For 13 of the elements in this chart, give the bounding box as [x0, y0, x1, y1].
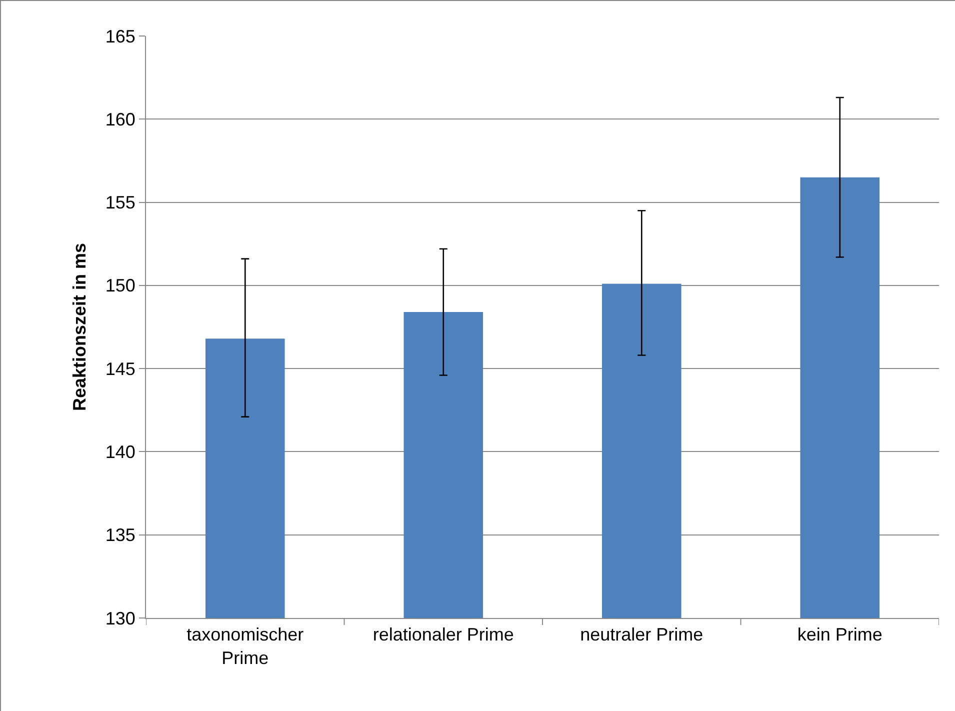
y-tick-label: 150	[105, 276, 136, 296]
y-tick-label: 135	[105, 525, 136, 546]
y-tick-label: 130	[105, 608, 136, 628]
y-axis-title: Reaktionszeit in ms	[70, 242, 90, 412]
y-tick-label: 160	[105, 109, 136, 130]
y-tick-label: 165	[105, 26, 136, 46]
y-tick-label: 155	[105, 192, 136, 213]
y-tick-label: 140	[105, 442, 136, 462]
y-tick-label: 145	[105, 358, 136, 379]
x-tick-label: relationaler Prime	[372, 624, 514, 645]
x-tick-label: neutraler Prime	[580, 624, 704, 645]
x-tick-label: taxonomischer Prime	[186, 624, 304, 668]
x-tick-label: kein Prime	[797, 624, 882, 645]
